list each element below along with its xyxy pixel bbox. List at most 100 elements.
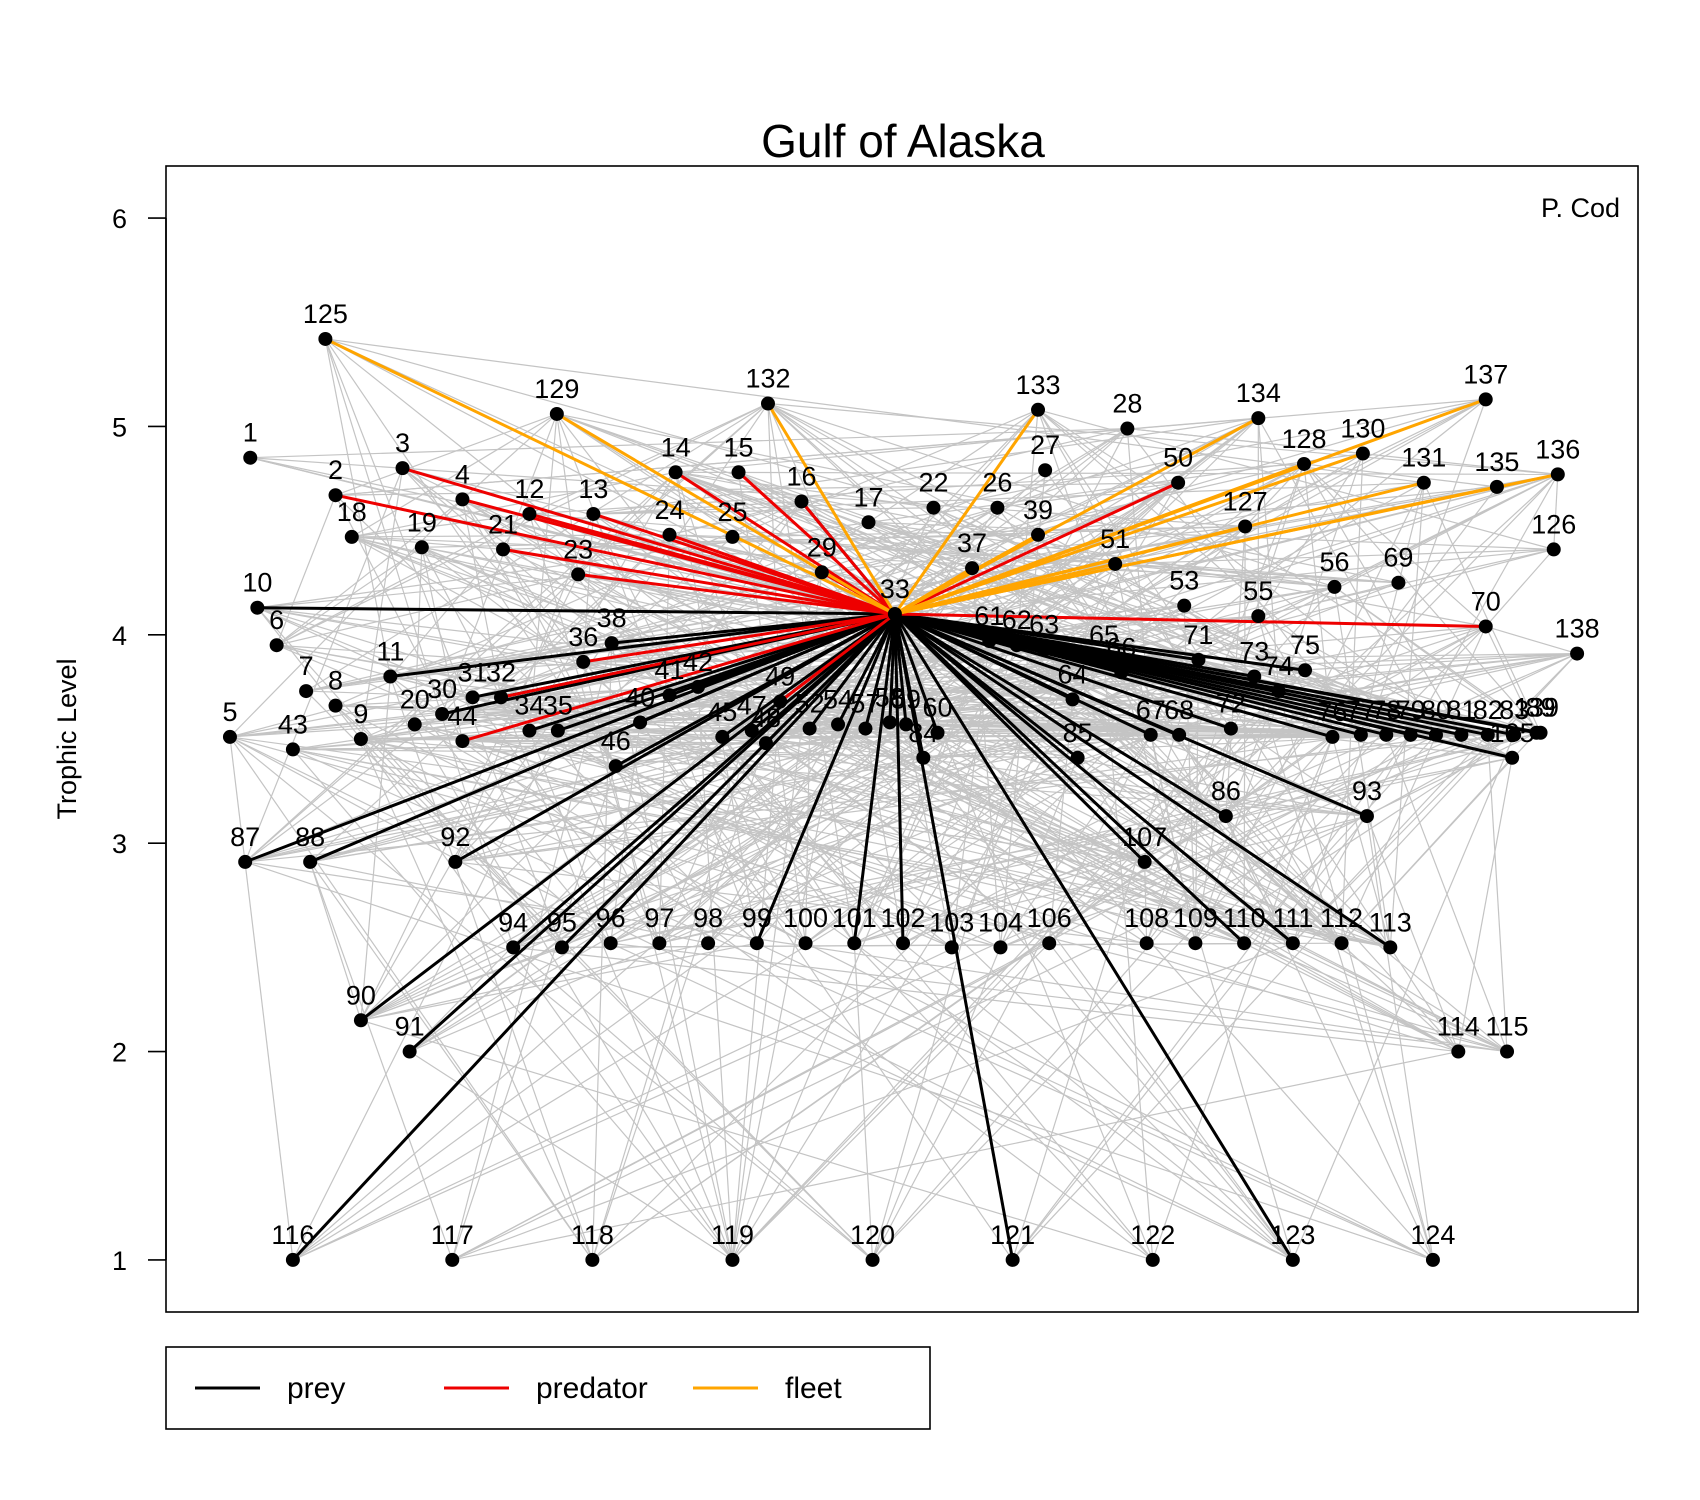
- node-label: 119: [711, 1220, 754, 1250]
- food-web-link: [335, 705, 1434, 1261]
- node-point: [1507, 727, 1522, 742]
- y-tick-label: 2: [112, 1038, 127, 1068]
- legend-predator-label: predator: [536, 1372, 648, 1405]
- node-point: [1031, 402, 1046, 417]
- species-label: P. Cod: [1541, 193, 1620, 223]
- node-label: 2: [328, 455, 343, 485]
- food-web-link: [591, 572, 823, 1261]
- food-web-link: [556, 413, 1342, 944]
- node-label: 71: [1183, 620, 1213, 650]
- food-web-link: [276, 546, 423, 646]
- node-point: [1223, 721, 1238, 736]
- food-web-link: [462, 740, 1154, 1261]
- food-web-link: [1016, 473, 1558, 646]
- food-web-link: [731, 701, 781, 1260]
- node-point: [760, 396, 775, 411]
- food-web-link: [610, 942, 1508, 1053]
- food-web-link: [1037, 409, 1462, 736]
- node-label: 109: [1173, 903, 1218, 933]
- node-label: 59: [891, 684, 921, 714]
- food-web-link: [732, 409, 1039, 538]
- food-web-link: [1016, 409, 1039, 646]
- predator-link: [500, 612, 896, 699]
- food-web-link: [244, 403, 769, 863]
- food-web-link: [309, 861, 453, 1261]
- node-point: [899, 717, 914, 732]
- food-web-link: [610, 473, 1559, 944]
- food-web-link: [854, 625, 1486, 944]
- food-web-link: [414, 724, 733, 1261]
- y-tick-label: 1: [112, 1246, 127, 1276]
- node-label: 130: [1340, 414, 1385, 444]
- node-point: [1297, 456, 1312, 471]
- node-point: [1238, 519, 1253, 534]
- node-label: 4: [455, 459, 470, 489]
- node-label: 132: [745, 364, 790, 394]
- node-label: 31: [458, 657, 488, 687]
- node-point: [1120, 421, 1135, 436]
- prey-link: [257, 606, 895, 616]
- node-label: 61: [974, 601, 1004, 631]
- node-point: [455, 492, 470, 507]
- food-web-link: [922, 757, 1294, 1261]
- node-point: [328, 698, 343, 713]
- node-label: 66: [1106, 632, 1136, 662]
- food-web-link: [1485, 626, 1538, 734]
- food-web-link: [1243, 942, 1459, 1053]
- node-point: [1172, 727, 1187, 742]
- food-web-link: [1485, 625, 1578, 655]
- prey-link: [894, 612, 1368, 818]
- node-point: [930, 725, 945, 740]
- food-web-link: [738, 471, 1488, 736]
- food-web-link: [557, 730, 660, 944]
- food-web-link: [309, 730, 752, 863]
- node-point: [1478, 619, 1493, 634]
- food-web-link: [455, 734, 1361, 863]
- food-web-link: [292, 738, 362, 751]
- food-web-link: [292, 730, 559, 1261]
- food-web-link: [528, 413, 558, 731]
- food-web-link: [292, 749, 733, 1261]
- food-web-link: [697, 686, 1294, 1261]
- node-point: [506, 940, 521, 955]
- node-point: [608, 759, 623, 774]
- food-web-link: [276, 498, 463, 646]
- prey-link: [894, 612, 1333, 739]
- node-point: [1145, 1252, 1160, 1267]
- food-web-link: [462, 413, 558, 500]
- food-web-link: [245, 861, 1508, 1053]
- node-label: 30: [427, 674, 457, 704]
- node-label: 51: [1100, 524, 1130, 554]
- food-web-link: [1257, 418, 1280, 692]
- node-label: 52: [795, 689, 825, 719]
- node-label: 110: [1223, 903, 1266, 933]
- node-point: [603, 936, 618, 951]
- node-label: 104: [978, 907, 1023, 937]
- prey-link: [560, 612, 896, 949]
- food-web-link: [1253, 676, 1434, 1261]
- node-label: 138: [1555, 614, 1600, 644]
- fleet-link: [894, 533, 1039, 616]
- food-web-link: [1115, 563, 1335, 588]
- food-web-link: [1012, 734, 1412, 1261]
- food-web-link: [229, 486, 1498, 738]
- food-web-link: [325, 338, 1424, 484]
- food-web-link: [462, 473, 1558, 742]
- food-web-link: [256, 607, 362, 740]
- food-web-link: [1037, 409, 1537, 734]
- food-web-link: [853, 942, 1294, 1261]
- food-web-link: [1243, 734, 1437, 944]
- node-point: [1143, 727, 1158, 742]
- food-web-link: [455, 652, 1578, 863]
- node-label: 136: [1535, 434, 1580, 464]
- node-label: 25: [717, 497, 747, 527]
- food-web-link: [905, 482, 1179, 725]
- food-web-link: [325, 338, 1368, 817]
- node-label: 54: [823, 684, 853, 714]
- node-label: 123: [1270, 1220, 1315, 1250]
- chart-title: Gulf of Alaska: [761, 115, 1045, 167]
- food-web-link: [229, 736, 873, 1261]
- food-web-link: [452, 942, 1294, 1261]
- node-point: [690, 679, 705, 694]
